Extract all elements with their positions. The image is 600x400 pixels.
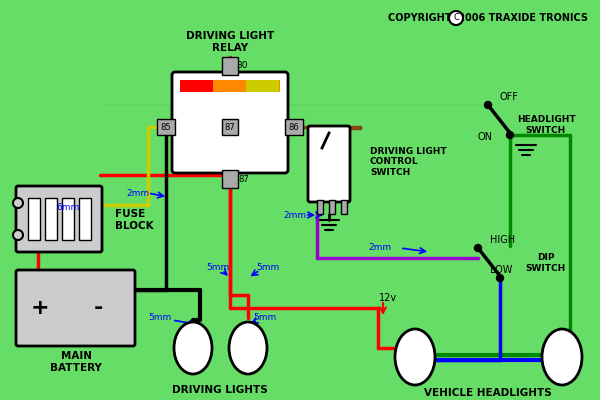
Text: FUSE
BLOCK: FUSE BLOCK	[115, 209, 154, 231]
FancyBboxPatch shape	[16, 186, 102, 252]
Text: 87: 87	[224, 122, 235, 132]
Text: 2mm: 2mm	[368, 244, 392, 252]
FancyBboxPatch shape	[308, 126, 350, 202]
Ellipse shape	[542, 329, 582, 385]
Bar	[341, 200, 347, 214]
Bar	[285, 119, 303, 135]
Text: DIP
SWITCH: DIP SWITCH	[526, 253, 566, 273]
Circle shape	[497, 274, 503, 282]
Text: 5mm: 5mm	[253, 314, 277, 322]
Circle shape	[449, 11, 463, 25]
Ellipse shape	[395, 329, 435, 385]
Text: ON: ON	[478, 132, 493, 142]
Bar	[28, 198, 40, 240]
Text: DRIVING LIGHT
RELAY: DRIVING LIGHT RELAY	[186, 31, 274, 53]
Circle shape	[485, 102, 491, 108]
Text: 85: 85	[161, 122, 172, 132]
Text: 5mm: 5mm	[148, 314, 172, 322]
Text: 86: 86	[289, 122, 299, 132]
Text: VEHICLE HEADLIGHTS: VEHICLE HEADLIGHTS	[424, 388, 552, 398]
Circle shape	[506, 132, 514, 138]
Bar	[45, 198, 57, 240]
Text: DRIVING LIGHT
CONTROL
SWITCH: DRIVING LIGHT CONTROL SWITCH	[370, 147, 446, 177]
Bar	[222, 170, 238, 188]
Text: OFF: OFF	[500, 92, 519, 102]
Text: 5mm: 5mm	[206, 264, 230, 272]
Circle shape	[13, 198, 23, 208]
Text: COPYRIGHT  2006 TRAXIDE TRONICS: COPYRIGHT 2006 TRAXIDE TRONICS	[388, 13, 588, 23]
Ellipse shape	[229, 322, 267, 374]
Text: 30: 30	[236, 62, 248, 70]
Text: DRIVING LIGHTS: DRIVING LIGHTS	[172, 385, 268, 395]
Bar	[79, 198, 91, 240]
Text: 5mm: 5mm	[256, 264, 280, 272]
Text: 6mm: 6mm	[56, 204, 80, 212]
Bar	[317, 200, 323, 214]
Circle shape	[475, 244, 482, 252]
FancyBboxPatch shape	[172, 72, 288, 173]
Bar	[246, 80, 279, 92]
Text: -: -	[94, 298, 103, 318]
Text: 2mm: 2mm	[127, 188, 149, 198]
Bar	[62, 198, 74, 240]
Text: 12v: 12v	[379, 293, 397, 303]
Bar	[157, 119, 175, 135]
Bar	[180, 80, 213, 92]
Text: LOW: LOW	[490, 265, 512, 275]
Bar	[180, 80, 280, 92]
Text: 87: 87	[239, 174, 250, 184]
FancyBboxPatch shape	[16, 270, 135, 346]
Ellipse shape	[174, 322, 212, 374]
Text: MAIN
BATTERY: MAIN BATTERY	[50, 351, 102, 373]
Bar	[222, 119, 238, 135]
Text: 2mm: 2mm	[283, 210, 307, 220]
Text: +: +	[31, 298, 49, 318]
Bar	[329, 200, 335, 214]
Bar	[222, 57, 238, 75]
Text: C: C	[453, 14, 459, 22]
Circle shape	[13, 230, 23, 240]
Text: HIGH: HIGH	[490, 235, 515, 245]
Text: HEADLIGHT
SWITCH: HEADLIGHT SWITCH	[517, 115, 575, 135]
